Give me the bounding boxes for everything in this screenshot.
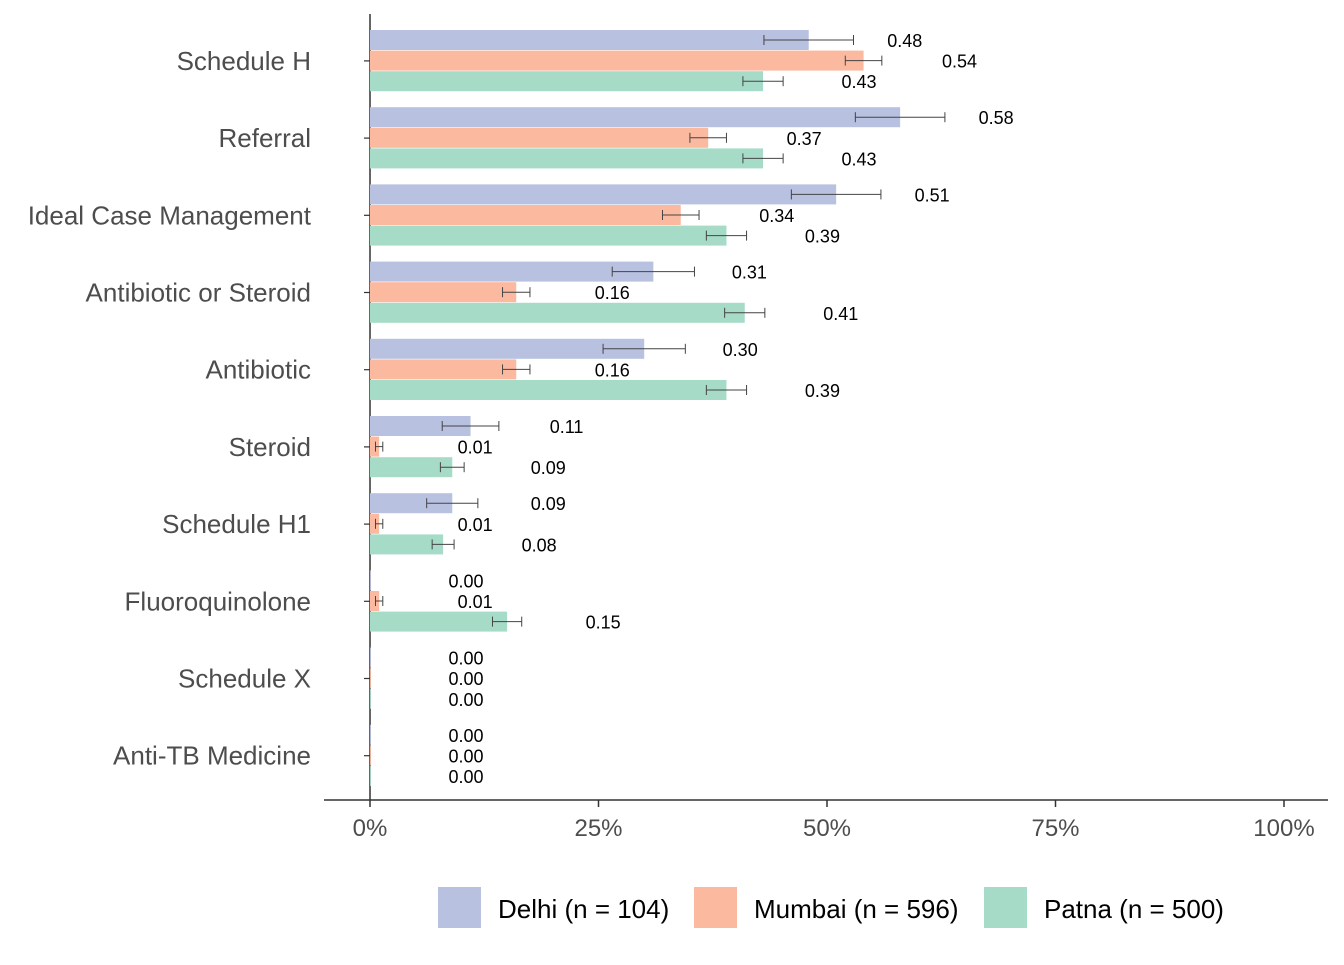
value-label: 0.16: [595, 360, 630, 380]
bar-2: [370, 611, 508, 632]
value-label: 0.01: [458, 592, 493, 612]
bar-0: [370, 30, 809, 50]
value-label: 0.01: [458, 515, 493, 535]
legend-swatch-0: [438, 887, 481, 928]
bar-2: [370, 688, 371, 709]
legend-swatch-2: [984, 887, 1027, 928]
category-label: Ideal Case Management: [28, 200, 312, 230]
category-label: Schedule H1: [162, 509, 311, 539]
bar-1: [370, 591, 380, 611]
x-tick-label: 25%: [574, 815, 622, 842]
legend-label: Mumbai (n = 596): [754, 894, 958, 924]
value-label: 0.39: [805, 227, 840, 247]
bar-0: [370, 107, 901, 128]
category-label: Schedule H: [177, 46, 311, 76]
bar-0: [370, 493, 453, 514]
value-label: 0.34: [759, 206, 794, 226]
category-label: Referral: [219, 123, 311, 153]
x-tick-label: 75%: [1031, 815, 1079, 842]
x-tick-label: 100%: [1253, 815, 1314, 842]
value-label: 0.00: [448, 649, 483, 669]
bar-0: [370, 338, 645, 359]
bar-2: [370, 766, 371, 786]
bar-1: [370, 359, 517, 380]
bar-1: [370, 127, 709, 148]
value-label: 0.43: [841, 149, 876, 169]
value-label: 0.00: [448, 669, 483, 689]
bar-1: [370, 668, 371, 689]
legend-label: Patna (n = 500): [1044, 894, 1224, 924]
bar-1: [370, 513, 380, 534]
value-label: 0.15: [586, 613, 621, 633]
value-label: 0.58: [979, 108, 1014, 128]
bar-0: [370, 184, 837, 205]
value-label: 0.00: [448, 571, 483, 591]
bar-2: [370, 380, 727, 400]
value-label: 0.01: [458, 438, 493, 458]
bar-2: [370, 302, 745, 323]
bar-1: [370, 50, 864, 71]
value-label: 0.00: [448, 746, 483, 766]
value-label: 0.54: [942, 52, 977, 72]
value-label: 0.00: [448, 690, 483, 710]
bar-0: [370, 261, 654, 282]
category-label: Antibiotic or Steroid: [86, 278, 311, 308]
bar-1: [370, 282, 517, 303]
value-label: 0.11: [550, 417, 584, 437]
value-label: 0.37: [787, 129, 822, 149]
bar-2: [370, 225, 727, 246]
value-label: 0.00: [448, 726, 483, 746]
value-label: 0.39: [805, 381, 840, 401]
value-label: 0.00: [448, 767, 483, 787]
value-label: 0.30: [723, 340, 758, 360]
x-tick-label: 50%: [803, 815, 851, 842]
bar-2: [370, 148, 764, 169]
bar-0: [370, 724, 371, 745]
bar-2: [370, 71, 764, 92]
value-label: 0.51: [915, 185, 950, 205]
value-label: 0.16: [595, 283, 630, 303]
value-label: 0.08: [522, 535, 557, 555]
category-label: Fluoroquinolone: [125, 586, 311, 616]
category-label: Schedule X: [178, 664, 311, 694]
category-label: Antibiotic: [206, 355, 312, 385]
bar-0: [370, 416, 471, 436]
value-label: 0.09: [531, 458, 566, 478]
value-label: 0.41: [823, 304, 858, 324]
legend-swatch-1: [694, 887, 737, 928]
category-label: Anti-TB Medicine: [113, 741, 311, 771]
bar-1: [370, 205, 681, 225]
bar-2: [370, 534, 444, 555]
value-label: 0.09: [531, 494, 566, 514]
bar-1: [370, 745, 371, 766]
value-label: 0.31: [732, 263, 767, 283]
value-label: 0.43: [841, 72, 876, 92]
x-tick-label: 0%: [353, 815, 388, 842]
legend-label: Delhi (n = 104): [498, 894, 669, 924]
value-label: 0.48: [887, 31, 922, 51]
bar-1: [370, 436, 380, 457]
category-label: Steroid: [229, 432, 311, 462]
bar-2: [370, 457, 453, 478]
bar-0: [370, 570, 371, 591]
bar-0: [370, 647, 371, 668]
